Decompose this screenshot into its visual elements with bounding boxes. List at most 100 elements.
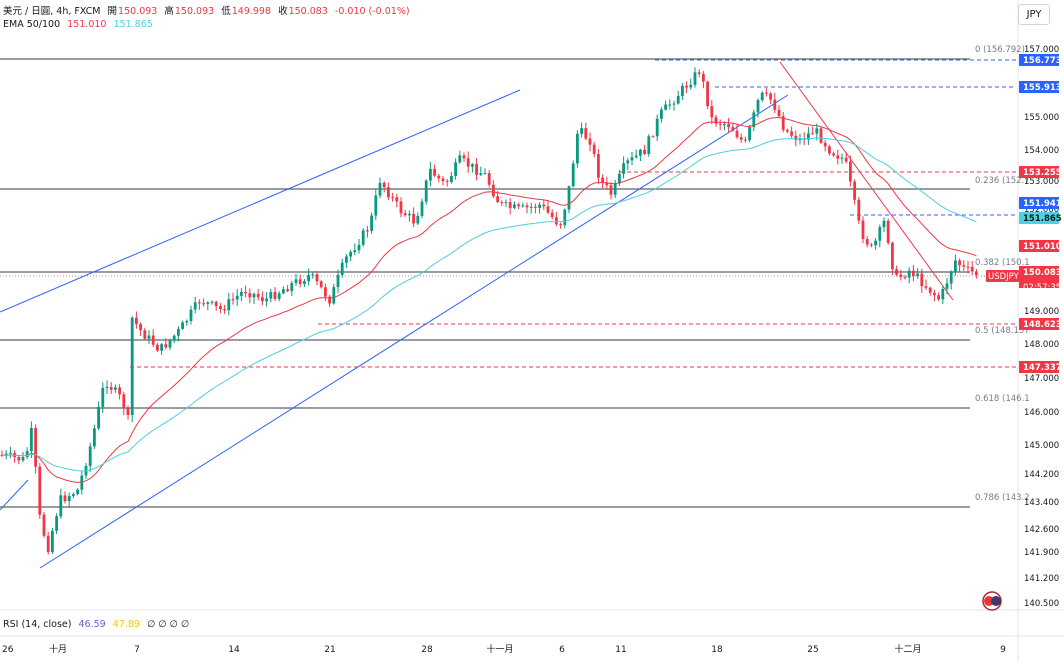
candle-body: [794, 135, 798, 141]
candle-body: [328, 296, 331, 304]
candle-body: [370, 215, 373, 231]
candle-body: [261, 297, 264, 302]
channel-lower-line: [39, 94, 789, 569]
price-label-bg: [1019, 212, 1059, 224]
low-label: 低: [221, 6, 231, 17]
candle-body: [907, 270, 911, 278]
candle-body: [622, 163, 625, 174]
candle-body: [42, 514, 46, 536]
candle-body: [584, 128, 588, 139]
candle-body: [786, 129, 789, 132]
candle-body: [46, 535, 50, 553]
price-label-bg: [1019, 197, 1059, 209]
price-axis-tick: 154.000: [1024, 146, 1059, 156]
candle-body: [571, 163, 575, 187]
candle-body: [492, 184, 495, 197]
candle-body: [105, 387, 109, 389]
candle-body: [441, 178, 445, 182]
candle-body: [252, 293, 256, 298]
time-axis-tick: 6: [559, 645, 565, 655]
symbol-tag-bg: [986, 270, 1019, 282]
candle-body: [433, 168, 436, 176]
close-label: 收: [278, 6, 288, 17]
candle-body: [853, 181, 856, 200]
time-axis-tick: 14: [228, 645, 240, 655]
candle-body: [294, 279, 298, 283]
candle-body: [655, 118, 659, 137]
candle-body: [437, 175, 441, 179]
candle-body: [513, 204, 516, 208]
candle-body: [702, 73, 705, 82]
candle-body: [72, 494, 75, 496]
fib-level-label: 0.5 (148.157: [975, 326, 1030, 336]
candle-body: [748, 127, 751, 141]
candle-body: [76, 489, 79, 495]
ema-legend[interactable]: EMA 50/100 151.010 151.865: [3, 19, 157, 30]
candle-body: [374, 195, 378, 216]
candle-body: [412, 213, 415, 224]
candle-body: [970, 266, 974, 272]
candle-body: [676, 95, 680, 104]
change-value: -0.010 (-0.01%): [334, 6, 410, 17]
candle-body: [382, 182, 386, 188]
candle-body: [189, 309, 193, 322]
candle-body: [903, 276, 907, 278]
candle-body: [424, 180, 428, 202]
candle-body: [966, 266, 970, 268]
candle-body: [878, 227, 882, 241]
candle-body: [886, 220, 890, 243]
candle-body: [101, 387, 105, 407]
time-axis-tick: 十月: [49, 643, 67, 655]
rsi-legend[interactable]: RSI (14, close) 46.59 47.89 ∅ ∅ ∅ ∅: [3, 619, 193, 630]
candle-body: [710, 106, 714, 118]
time-axis-tick: 28: [421, 645, 433, 655]
candle-body: [353, 250, 357, 253]
candle-body: [55, 516, 58, 531]
price-label: 156.773: [1023, 56, 1062, 66]
candle-body: [378, 182, 382, 196]
symbol-line[interactable]: 美元 / 日圓, 4h, FXCM: [3, 6, 101, 17]
price-label-bg: [1019, 54, 1059, 66]
currency-button[interactable]: JPY: [1018, 4, 1050, 25]
candle-body: [340, 262, 344, 275]
channel-fragment-line: [0, 479, 29, 511]
candle-body: [118, 387, 121, 395]
ema-label: EMA 50/100: [3, 19, 61, 30]
candle-body: [311, 274, 315, 276]
candle-body: [555, 217, 558, 225]
candle-body: [139, 324, 142, 331]
candle-body: [198, 302, 201, 304]
candle-body: [336, 274, 340, 288]
time-axis-tick: 25: [807, 645, 818, 655]
candle-body: [958, 260, 961, 266]
candle-body: [752, 112, 756, 128]
candle-body: [504, 202, 508, 204]
candle-body: [508, 202, 512, 208]
candle-body: [240, 292, 243, 296]
candle-body: [185, 321, 189, 323]
fib-level-label: 0.618 (146.1: [975, 394, 1030, 404]
candle-body: [613, 183, 617, 195]
candle-body: [542, 204, 546, 207]
candle-body: [723, 124, 726, 126]
candle-body: [109, 387, 113, 390]
candle-body: [282, 289, 285, 294]
candle-body: [954, 260, 957, 273]
price-axis-tick: 155.000: [1024, 113, 1059, 123]
candle-body: [88, 446, 92, 466]
candle-body: [496, 196, 499, 203]
candle-body: [462, 155, 466, 159]
candle-body: [30, 428, 33, 452]
channel-upper-line: [0, 89, 521, 313]
candle-body: [277, 293, 281, 299]
candle-body: [206, 302, 210, 304]
price-label-bg: [1019, 240, 1059, 252]
candle-body: [718, 123, 722, 125]
price-axis-tick: 157.000: [1024, 45, 1059, 55]
candle-body: [592, 144, 596, 155]
candle-body: [387, 187, 390, 198]
candle-body: [668, 104, 672, 106]
candle-body: [630, 157, 634, 161]
